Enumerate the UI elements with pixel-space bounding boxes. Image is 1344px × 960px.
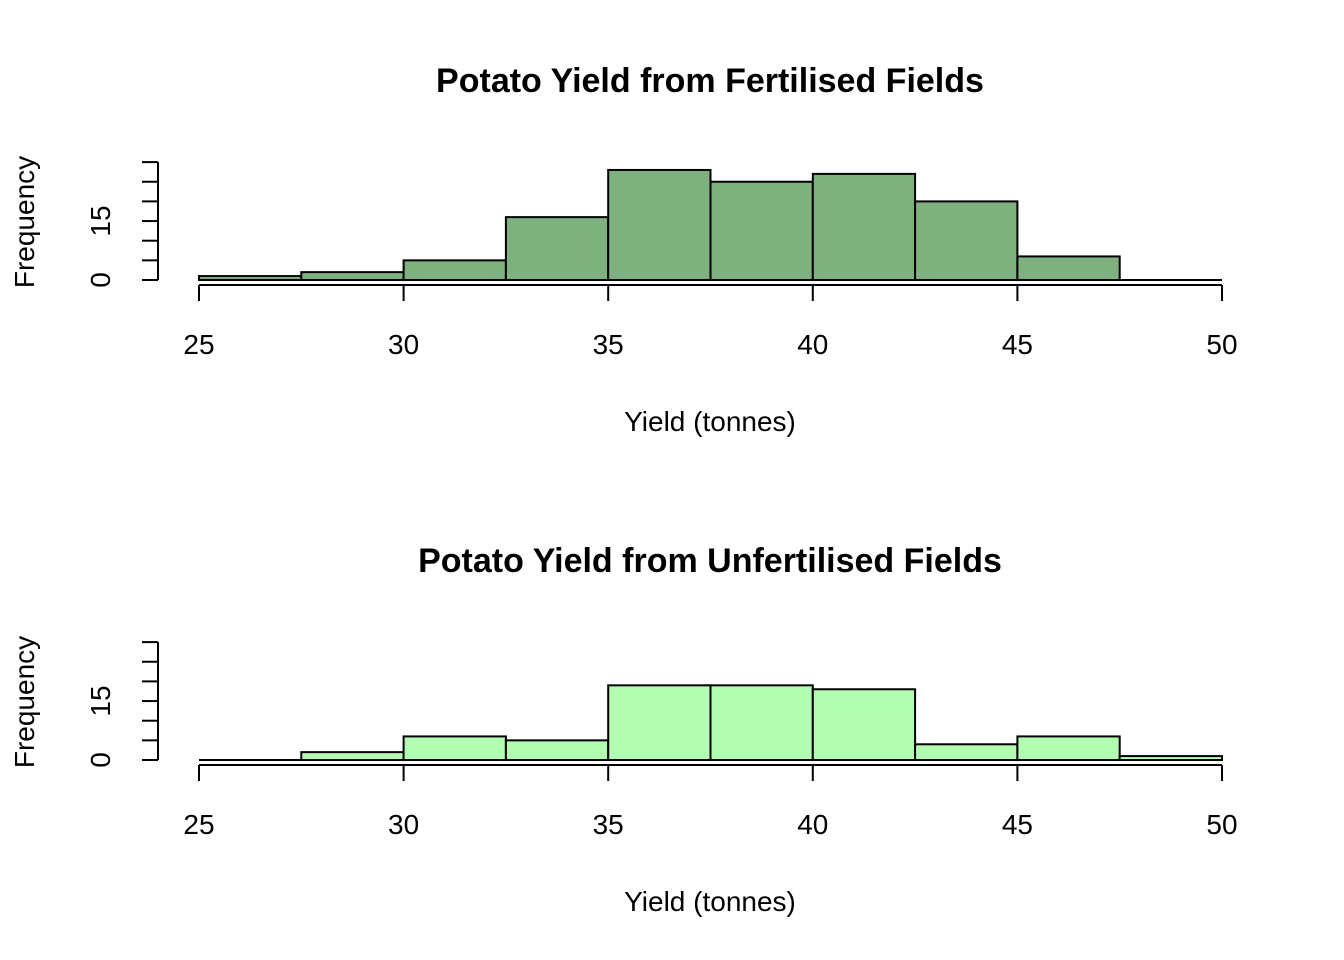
histogram-bar [504, 739, 610, 761]
y-tick-label: 15 [85, 685, 116, 716]
histogram-bar [1016, 735, 1121, 761]
x-tick-label: 50 [1206, 329, 1237, 360]
y-tick-label: 15 [85, 205, 116, 236]
x-axis-label: Yield (tonnes) [624, 406, 796, 437]
y-tick-label: 0 [85, 752, 116, 768]
x-tick-label: 35 [593, 329, 624, 360]
x-tick-label: 40 [797, 329, 828, 360]
histogram-bar [607, 168, 712, 282]
y-axis-label: Frequency [9, 156, 40, 288]
histogram-bar [811, 172, 917, 281]
histogram-bar [198, 275, 303, 282]
histogram-bar [504, 216, 610, 281]
histogram-unfertilised: Potato Yield from Unfertilised Fields Yi… [9, 542, 1238, 917]
chart-title: Potato Yield from Fertilised Fields [436, 62, 984, 100]
histogram-bar [402, 259, 507, 282]
x-tick-label: 35 [593, 809, 624, 840]
y-tick-label: 0 [85, 272, 116, 288]
x-tick-label: 50 [1206, 809, 1237, 840]
histogram-bar [914, 743, 1019, 762]
histogram-bar [1118, 755, 1223, 762]
histogram-bar [300, 271, 405, 282]
histogram-bar [709, 180, 814, 281]
chart-title: Potato Yield from Unfertilised Fields [418, 542, 1002, 580]
x-axis: 25 30 35 40 45 50 [183, 284, 1238, 360]
histogram-bar [300, 751, 405, 762]
x-tick-label: 25 [183, 329, 214, 360]
x-tick-label: 30 [388, 809, 419, 840]
histogram-bar [811, 688, 917, 762]
bars [199, 684, 1223, 762]
histogram-bar [1016, 255, 1121, 282]
y-axis-label: Frequency [9, 636, 40, 768]
histogram-bar [914, 200, 1019, 281]
x-tick-label: 40 [797, 809, 828, 840]
histogram-bar [607, 684, 712, 762]
x-tick-label: 25 [183, 809, 214, 840]
y-axis: 0 15 [85, 161, 159, 288]
y-axis: 0 15 [85, 641, 159, 768]
x-tick-label: 30 [388, 329, 419, 360]
histogram-bar [709, 684, 814, 762]
x-axis-label: Yield (tonnes) [624, 886, 796, 917]
bars [198, 168, 1222, 282]
histogram-bar [402, 735, 507, 761]
histogram-fertilised: Potato Yield from Fertilised Fields Yiel… [9, 62, 1238, 437]
x-axis: 25 30 35 40 45 50 [183, 764, 1238, 840]
x-tick-label: 45 [1002, 329, 1033, 360]
x-tick-label: 45 [1002, 809, 1033, 840]
